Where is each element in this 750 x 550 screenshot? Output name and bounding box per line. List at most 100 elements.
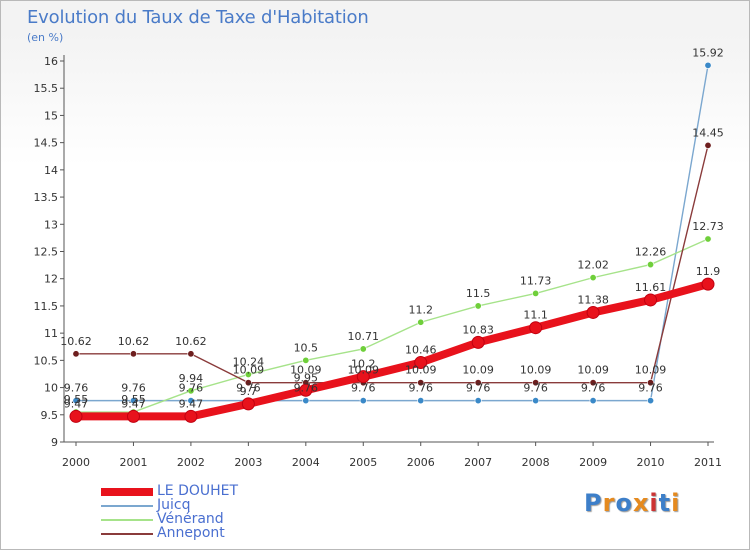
data-label-venerand: 12.26 bbox=[635, 246, 667, 259]
data-label-le-douhet: 11.9 bbox=[696, 265, 721, 278]
data-point-annepont bbox=[647, 379, 655, 387]
data-label-venerand: 10.24 bbox=[233, 356, 265, 369]
y-tick-label: 12.5 bbox=[34, 246, 59, 259]
data-point-juicq bbox=[302, 397, 310, 405]
data-label-juicq: 9.76 bbox=[121, 382, 146, 395]
data-label-annepont: 10.62 bbox=[175, 335, 207, 348]
data-point-le-douhet bbox=[471, 335, 485, 349]
legend-swatch-venerand bbox=[101, 519, 153, 521]
data-label-juicq: 9.76 bbox=[408, 382, 433, 395]
data-label-juicq: 9.76 bbox=[638, 382, 663, 395]
data-point-juicq bbox=[704, 61, 712, 69]
data-point-juicq bbox=[474, 397, 482, 405]
x-tick-label: 2001 bbox=[119, 456, 147, 469]
data-point-venerand bbox=[647, 261, 655, 269]
data-point-annepont bbox=[532, 379, 540, 387]
data-point-venerand bbox=[302, 356, 310, 364]
x-tick-label: 2008 bbox=[522, 456, 550, 469]
data-label-le-douhet: 10.2 bbox=[351, 358, 376, 371]
data-point-le-douhet bbox=[126, 409, 140, 423]
data-point-juicq bbox=[647, 397, 655, 405]
proxiti-logo: Proxiti bbox=[584, 489, 681, 517]
data-label-juicq: 15.92 bbox=[692, 46, 724, 59]
legend-swatch-juicq bbox=[101, 505, 153, 507]
x-tick-label: 2003 bbox=[234, 456, 262, 469]
data-label-le-douhet: 9.47 bbox=[121, 397, 146, 410]
data-point-le-douhet bbox=[586, 305, 600, 319]
data-point-annepont bbox=[589, 379, 597, 387]
data-point-juicq bbox=[359, 397, 367, 405]
data-label-venerand: 10.5 bbox=[294, 341, 319, 354]
data-label-annepont: 10.09 bbox=[405, 364, 437, 377]
x-tick-label: 2005 bbox=[349, 456, 377, 469]
x-tick-label: 2010 bbox=[637, 456, 665, 469]
y-tick-label: 14.5 bbox=[34, 137, 59, 150]
data-point-venerand bbox=[187, 387, 195, 395]
data-label-annepont: 10.09 bbox=[233, 364, 265, 377]
data-label-venerand: 11.2 bbox=[408, 303, 433, 316]
data-label-juicq: 9.76 bbox=[466, 382, 491, 395]
data-point-le-douhet bbox=[701, 277, 715, 291]
data-point-le-douhet bbox=[241, 397, 255, 411]
data-point-le-douhet bbox=[299, 383, 313, 397]
legend-label-annepont: Annepont bbox=[157, 525, 225, 541]
x-tick-label: 2002 bbox=[177, 456, 205, 469]
data-point-juicq bbox=[72, 397, 80, 405]
y-tick-label: 11 bbox=[44, 327, 58, 340]
series-line-le-douhet bbox=[72, 280, 712, 421]
y-tick-label: 15.5 bbox=[34, 82, 59, 95]
data-label-venerand: 9.55 bbox=[64, 393, 89, 406]
data-label-venerand: 12.02 bbox=[577, 259, 609, 272]
y-tick-label: 9.5 bbox=[41, 409, 59, 422]
data-label-juicq: 9.76 bbox=[64, 382, 89, 395]
data-point-venerand bbox=[589, 274, 597, 282]
data-label-annepont: 10.62 bbox=[60, 335, 92, 348]
data-point-venerand bbox=[532, 289, 540, 297]
data-label-annepont: 10.62 bbox=[118, 335, 150, 348]
data-label-annepont: 14.45 bbox=[692, 126, 724, 139]
x-tick-label: 2009 bbox=[579, 456, 607, 469]
data-label-annepont: 10.09 bbox=[520, 364, 552, 377]
data-label-annepont: 10.09 bbox=[635, 364, 667, 377]
data-label-annepont: 10.09 bbox=[462, 364, 494, 377]
y-tick-label: 16 bbox=[44, 55, 58, 68]
data-label-annepont: 10.09 bbox=[290, 364, 322, 377]
series-line-juicq bbox=[75, 64, 709, 402]
data-label-venerand: 12.73 bbox=[692, 220, 724, 233]
y-tick-label: 13 bbox=[44, 218, 58, 231]
chart-title: Evolution du Taux de Taxe d'Habitation bbox=[27, 7, 369, 28]
data-label-annepont: 10.09 bbox=[577, 364, 609, 377]
data-label-juicq: 9.76 bbox=[351, 382, 376, 395]
data-point-juicq bbox=[417, 397, 425, 405]
data-label-venerand: 9.55 bbox=[121, 393, 146, 406]
data-point-le-douhet bbox=[414, 356, 428, 370]
data-point-juicq bbox=[589, 397, 597, 405]
data-point-le-douhet bbox=[644, 293, 658, 307]
data-point-annepont bbox=[72, 350, 80, 358]
series-line-annepont bbox=[75, 144, 709, 384]
data-point-annepont bbox=[704, 141, 712, 149]
data-label-venerand: 9.94 bbox=[179, 372, 204, 385]
y-tick-label: 14 bbox=[44, 164, 58, 177]
data-label-le-douhet: 11.61 bbox=[635, 281, 667, 294]
data-point-le-douhet bbox=[184, 409, 198, 423]
y-tick-label: 10.5 bbox=[34, 354, 59, 367]
legend-label-le-douhet: LE DOUHET bbox=[157, 483, 239, 499]
x-tick-label: 2000 bbox=[62, 456, 90, 469]
data-label-le-douhet: 11.38 bbox=[577, 293, 609, 306]
data-point-venerand bbox=[474, 302, 482, 310]
data-point-venerand bbox=[244, 371, 252, 379]
data-point-annepont bbox=[474, 379, 482, 387]
legend-swatch-annepont bbox=[101, 533, 153, 535]
data-label-le-douhet: 11.1 bbox=[523, 309, 548, 322]
data-point-venerand bbox=[704, 235, 712, 243]
series-line-venerand bbox=[75, 238, 709, 413]
data-label-le-douhet: 9.95 bbox=[294, 371, 319, 384]
y-tick-label: 11.5 bbox=[34, 300, 59, 313]
data-point-juicq bbox=[187, 397, 195, 405]
data-point-le-douhet bbox=[356, 370, 370, 384]
data-label-venerand: 11.73 bbox=[520, 274, 552, 287]
x-tick-label: 2006 bbox=[407, 456, 435, 469]
data-label-venerand: 11.5 bbox=[466, 287, 491, 300]
